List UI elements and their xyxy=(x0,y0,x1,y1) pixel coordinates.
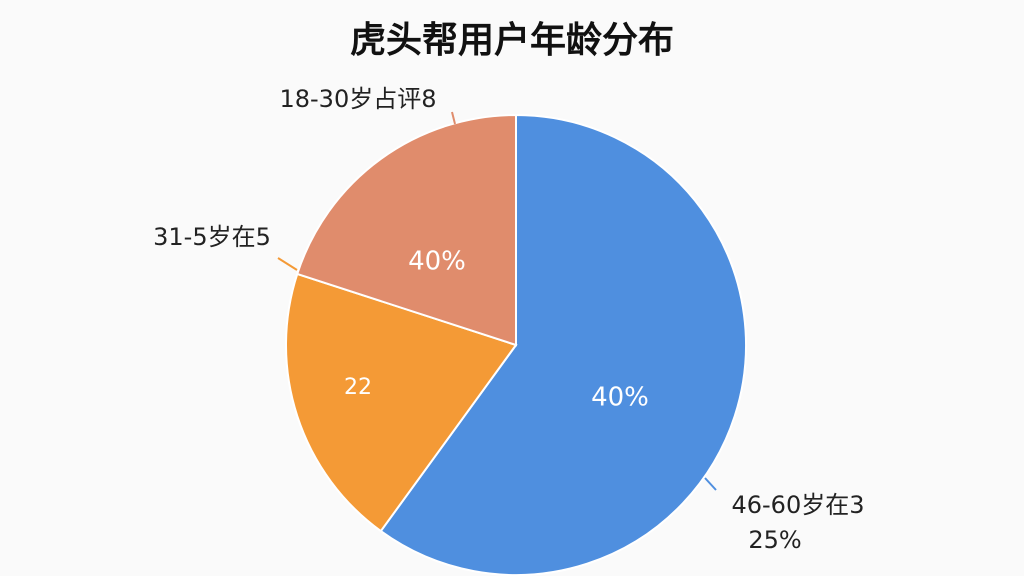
pie-slice xyxy=(295,113,517,347)
category-label: 46-60岁在3 xyxy=(731,491,864,519)
annotation: 40% xyxy=(591,383,649,413)
leader-line xyxy=(277,257,298,271)
category-label: 31-5岁在5 xyxy=(153,223,271,251)
leader-line xyxy=(704,477,717,491)
category-label: 18-30岁占评8 xyxy=(279,85,436,113)
annotation: 22 xyxy=(344,375,372,400)
pie-slice xyxy=(285,272,518,533)
pie-slice xyxy=(379,113,747,576)
annotation: 25% xyxy=(748,526,801,554)
chart-title: 虎头帮用户年龄分布 xyxy=(350,20,674,61)
annotation: 40% xyxy=(408,247,466,277)
leader-line xyxy=(451,111,456,125)
